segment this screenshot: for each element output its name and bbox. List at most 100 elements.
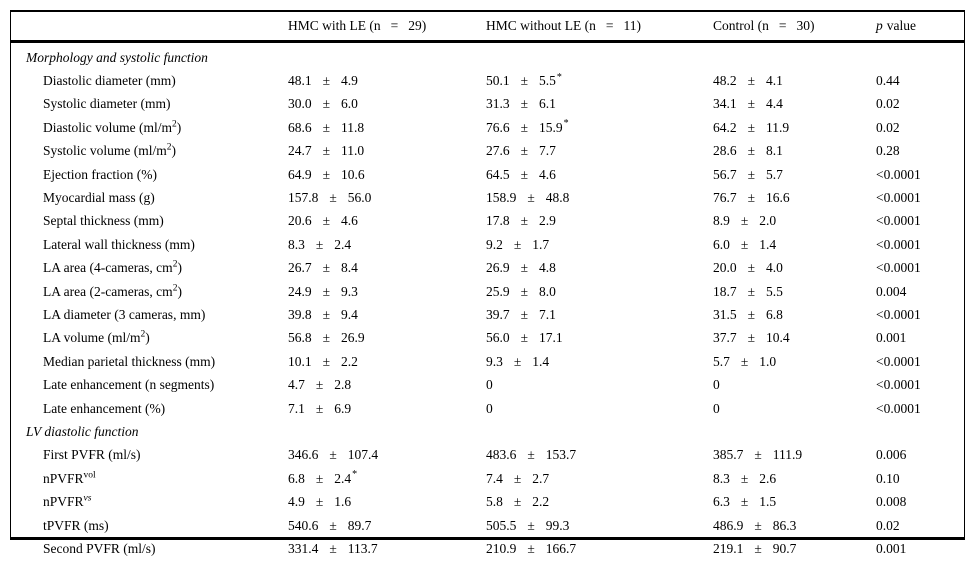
- table-row: Diastolic volume (ml/m2) 68.6 ±11.8 76.6 ±15…: [11, 116, 964, 139]
- section-label: LV diastolic function: [26, 423, 139, 439]
- mean-value: 64.2: [713, 119, 737, 135]
- mean-value: 64.5: [486, 166, 510, 182]
- value-cell: 25.9 ±8.0: [486, 284, 713, 300]
- plus-minus-sign: ±: [315, 400, 324, 416]
- p-value: <0.0001: [876, 236, 921, 252]
- row-label-superscript: 2: [171, 119, 177, 130]
- column-header-text: HMC with LE (n: [288, 18, 381, 33]
- sd-value: 6.8: [766, 306, 783, 322]
- plus-minus-sign: ±: [747, 96, 756, 112]
- results-table: HMC with LE (n = 29) HMC without LE (n = 11)…: [10, 10, 965, 556]
- plus-minus-sign: ±: [747, 119, 756, 135]
- mean-value: 483.6: [486, 447, 517, 463]
- mean-value: 39.7: [486, 306, 510, 322]
- plus-minus-sign: ±: [513, 494, 522, 510]
- row-label: Systolic diameter (mm): [11, 96, 288, 112]
- sd-value: 113.7: [347, 540, 378, 556]
- plus-minus-sign: ±: [513, 353, 522, 369]
- sd-value: 7.1: [539, 306, 556, 322]
- p-value: <0.0001: [876, 213, 921, 229]
- row-label-text: Systolic diameter (mm): [43, 96, 171, 112]
- table-row: Systolic diameter (mm) 30.0 ±6.0 31.3 ±6.1 34…: [11, 93, 964, 116]
- plus-minus-sign: ±: [322, 330, 331, 346]
- plus-minus-sign: ±: [740, 353, 749, 369]
- sd-value: 4.0: [766, 260, 783, 276]
- p-value: 0.001: [876, 330, 907, 346]
- value-cell: 5.7 ±1.0: [713, 354, 876, 370]
- sd-value: 1.4: [532, 353, 550, 369]
- plus-minus-sign: ±: [527, 517, 535, 533]
- sd-value: 107.4: [347, 447, 379, 463]
- p-value: 0.008: [876, 494, 907, 510]
- sd-value: 4.4: [766, 96, 783, 112]
- sd-value: 10.6: [341, 166, 365, 182]
- row-label-text: Diastolic volume (ml/m: [43, 119, 172, 135]
- value-cell: 37.7 ±10.4: [713, 330, 876, 346]
- mean-value: 6.8: [288, 470, 305, 486]
- mean-value: 385.7: [713, 447, 744, 463]
- plus-minus-sign: ±: [520, 96, 529, 112]
- value-cell: 9.2 ±1.7: [486, 237, 713, 253]
- plus-minus-sign: ±: [520, 73, 529, 89]
- table-body: Morphology and systolic function Diastoli…: [11, 43, 964, 561]
- row-label: LA diameter (3 cameras, mm): [11, 307, 288, 323]
- equals-sign: =: [778, 18, 787, 33]
- plus-minus-sign: ±: [520, 260, 529, 276]
- mean-value: 10.1: [288, 353, 312, 369]
- sd-value: 153.7: [545, 447, 577, 463]
- row-label: Diastolic volume (ml/m2): [11, 120, 288, 136]
- sd-value: 111.9: [772, 447, 803, 463]
- p-value: 0.02: [876, 517, 900, 533]
- plus-minus-sign: ±: [322, 260, 331, 276]
- column-header-n: 30): [796, 18, 815, 33]
- value-cell: 27.6 ±7.7: [486, 143, 713, 159]
- mean-value: 28.6: [713, 143, 737, 159]
- mean-value: 37.7: [713, 330, 737, 346]
- sd-value: 7.7: [539, 143, 556, 159]
- plus-minus-sign: ±: [527, 447, 535, 463]
- table-row: nPVFRvs 4.9 ±1.6 5.8 ±2.2 6.3 ±1.5 0.008: [11, 490, 964, 513]
- value-cell: 18.7 ±5.5: [713, 284, 876, 300]
- value-cell: 24.9 ±9.3: [288, 284, 486, 300]
- mean-value: 48.1: [288, 73, 312, 89]
- row-label: Myocardial mass (g): [11, 190, 288, 206]
- table-row: Median parietal thickness (mm) 10.1 ±2.2 9.…: [11, 350, 964, 373]
- value-cell: 8.3 ±2.4: [288, 237, 486, 253]
- sd-value: 5.5: [766, 283, 783, 299]
- mean-value: 5.7: [713, 353, 730, 369]
- mean-value: 219.1: [713, 540, 744, 556]
- plus-minus-sign: ±: [747, 73, 756, 89]
- plus-minus-sign: ±: [322, 73, 331, 89]
- sd-value: 11.0: [341, 143, 365, 159]
- table-row: Ejection fraction (%) 64.9 ±10.6 64.5 ±4.6 56…: [11, 163, 964, 186]
- value-cell: 26.9 ±4.8: [486, 260, 713, 276]
- value-cell: 48.2 ±4.1: [713, 73, 876, 89]
- sd-value: 15.9: [539, 119, 563, 135]
- value-cell: 6.8 ±2.4*: [288, 470, 486, 487]
- mean-value: 48.2: [713, 73, 737, 89]
- sd-value: 4.6: [341, 213, 358, 229]
- sd-value: 166.7: [545, 540, 577, 556]
- sd-value: 2.0: [759, 213, 777, 229]
- plus-minus-sign: ±: [322, 143, 331, 159]
- value-cell: 31.3 ±6.1: [486, 96, 713, 112]
- plus-minus-sign: ±: [740, 213, 749, 229]
- plus-minus-sign: ±: [322, 96, 331, 112]
- value-cell: 6.3 ±1.5: [713, 494, 876, 510]
- value-cell: 6.0 ±1.4: [713, 237, 876, 253]
- p-value: 0.44: [876, 73, 900, 89]
- plus-minus-sign: ±: [329, 517, 337, 533]
- mean-value: 9.2: [486, 236, 503, 252]
- p-value: 0.001: [876, 540, 907, 556]
- row-label-superscript: vol: [83, 470, 96, 481]
- table-row: LA area (2-cameras, cm2) 24.9 ±9.3 25.9 ±8.0…: [11, 280, 964, 303]
- row-label-text: LA diameter (3 cameras, mm): [43, 306, 206, 322]
- mean-value: 31.5: [713, 306, 737, 322]
- value-cell: 157.8 ±56.0: [288, 190, 486, 206]
- mean-value: 76.6: [486, 119, 510, 135]
- row-label: tPVFR (ms): [11, 518, 288, 534]
- mean-value: 18.7: [713, 283, 737, 299]
- mean-value: 56.0: [486, 330, 510, 346]
- value-cell: 17.8 ±2.9: [486, 213, 713, 229]
- row-label-text: Ejection fraction (%): [43, 166, 157, 182]
